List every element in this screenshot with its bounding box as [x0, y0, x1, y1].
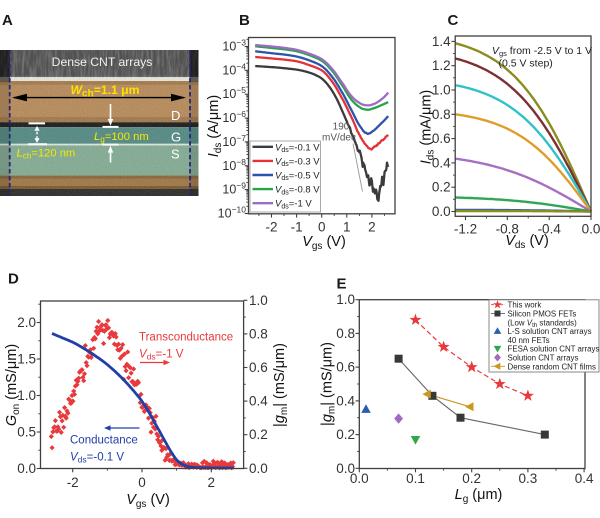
svg-text:0.0: 0.0 — [432, 204, 451, 219]
svg-text:Lg=100 nm: Lg=100 nm — [94, 131, 149, 144]
svg-text:0.8: 0.8 — [249, 326, 268, 341]
svg-text:0.0: 0.0 — [350, 471, 369, 486]
svg-text:Silicon PMOS FETs: Silicon PMOS FETs — [508, 310, 577, 319]
svg-text:Lch=120 nm: Lch=120 nm — [17, 147, 76, 160]
svg-text:FESA solution CNT arrays: FESA solution CNT arrays — [508, 345, 600, 354]
svg-text:Ids (A/μm): Ids (A/μm) — [206, 95, 224, 157]
svg-text:Vds=-0.5 V: Vds=-0.5 V — [275, 171, 320, 183]
svg-text:2: 2 — [368, 220, 376, 235]
svg-text:10−3: 10−3 — [222, 38, 246, 54]
svg-text:-0.4: -0.4 — [538, 222, 562, 237]
svg-text:1.0: 1.0 — [249, 293, 268, 308]
svg-text:B: B — [239, 12, 250, 29]
svg-text:Vds=-0.8 V: Vds=-0.8 V — [275, 185, 320, 197]
svg-text:1.0: 1.0 — [432, 83, 451, 98]
svg-text:S: S — [171, 147, 180, 162]
svg-text:D: D — [171, 108, 180, 123]
svg-text:40 nm FETs: 40 nm FETs — [508, 336, 550, 345]
svg-text:A: A — [2, 12, 13, 29]
svg-text:0.6: 0.6 — [249, 360, 268, 375]
svg-text:Lg (μm): Lg (μm) — [455, 487, 503, 505]
svg-text:0.0: 0.0 — [249, 461, 268, 476]
svg-text:0.0: 0.0 — [582, 222, 600, 237]
svg-text:Transconductance: Transconductance — [139, 332, 233, 344]
svg-text:0.2: 0.2 — [336, 427, 355, 442]
svg-text:10−5: 10−5 — [222, 85, 246, 101]
svg-text:C: C — [448, 12, 459, 29]
svg-text:0.6: 0.6 — [336, 360, 355, 375]
svg-text:0.4: 0.4 — [249, 394, 268, 409]
svg-text:-1.2: -1.2 — [454, 222, 477, 237]
svg-text:Dense CNT arrays: Dense CNT arrays — [52, 55, 153, 69]
svg-text:2: 2 — [208, 475, 216, 490]
svg-text:Wch=1.1 μm: Wch=1.1 μm — [71, 83, 140, 100]
svg-text:10−9: 10−9 — [222, 181, 246, 197]
svg-text:0.0: 0.0 — [336, 461, 355, 476]
svg-text:Vgs (V): Vgs (V) — [302, 234, 346, 252]
svg-text:This work: This work — [508, 301, 542, 310]
svg-text:0.3: 0.3 — [519, 471, 538, 486]
svg-text:0.2: 0.2 — [432, 180, 451, 195]
svg-text:-1: -1 — [291, 220, 303, 235]
svg-text:0.1: 0.1 — [406, 471, 425, 486]
svg-text:E: E — [337, 276, 347, 293]
svg-text:0.4: 0.4 — [575, 471, 594, 486]
svg-text:G: G — [171, 129, 181, 144]
svg-text:-2: -2 — [265, 220, 277, 235]
svg-text:10−4: 10−4 — [222, 61, 246, 77]
svg-text:0.4: 0.4 — [432, 155, 451, 170]
svg-text:Vgs from -2.5 V to 1 V: Vgs from -2.5 V to 1 V — [492, 45, 592, 58]
svg-text:|gm| (mS/μm): |gm| (mS/μm) — [320, 342, 338, 426]
svg-text:Dense random CNT films: Dense random CNT films — [508, 362, 596, 371]
svg-text:Vgs (V): Vgs (V) — [126, 492, 170, 510]
svg-text:0.5: 0.5 — [17, 425, 36, 440]
svg-text:0: 0 — [138, 475, 146, 490]
svg-text:(Low Vth standards): (Low Vth standards) — [508, 318, 578, 329]
svg-text:L-S solution CNT arrays: L-S solution CNT arrays — [508, 327, 592, 336]
svg-text:190: 190 — [333, 122, 350, 133]
svg-text:(0.5 V step): (0.5 V step) — [499, 58, 553, 70]
svg-text:0.2: 0.2 — [249, 427, 268, 442]
svg-text:1.5: 1.5 — [17, 352, 36, 367]
svg-text:2.0: 2.0 — [17, 315, 36, 330]
svg-text:0.6: 0.6 — [432, 131, 451, 146]
svg-text:Ids (mA/μm): Ids (mA/μm) — [419, 90, 437, 165]
svg-text:Conductance: Conductance — [70, 435, 138, 447]
svg-text:|gm| (mS/μm): |gm| (mS/μm) — [272, 343, 290, 427]
svg-text:0: 0 — [318, 220, 326, 235]
svg-text:Vds (V): Vds (V) — [505, 233, 549, 251]
svg-text:10−7: 10−7 — [222, 133, 246, 149]
svg-text:-2: -2 — [67, 475, 79, 490]
svg-text:Vds=-1 V: Vds=-1 V — [139, 349, 184, 362]
svg-text:1.2: 1.2 — [432, 58, 451, 73]
svg-text:0.8: 0.8 — [432, 107, 451, 122]
svg-text:mV/dec: mV/dec — [322, 133, 356, 144]
svg-text:0.0: 0.0 — [17, 461, 36, 476]
svg-text:10−8: 10−8 — [222, 157, 246, 173]
svg-text:1: 1 — [343, 220, 351, 235]
svg-text:1.4: 1.4 — [432, 34, 451, 49]
svg-text:1.0: 1.0 — [17, 388, 36, 403]
svg-text:Vds=-0.3 V: Vds=-0.3 V — [275, 156, 320, 168]
svg-text:0.4: 0.4 — [336, 393, 355, 408]
svg-text:Vds=-1 V: Vds=-1 V — [275, 199, 312, 211]
svg-text:10−6: 10−6 — [222, 109, 246, 125]
svg-text:0.8: 0.8 — [336, 326, 355, 341]
svg-text:0.2: 0.2 — [462, 471, 481, 486]
svg-text:Solution CNT arrays: Solution CNT arrays — [508, 354, 579, 363]
svg-text:D: D — [8, 271, 19, 288]
svg-text:Vds=-0.1 V: Vds=-0.1 V — [70, 452, 124, 465]
svg-text:Vds=-0.1 V: Vds=-0.1 V — [275, 142, 320, 154]
svg-text:Gon (mS/μm): Gon (mS/μm) — [4, 344, 22, 426]
svg-text:-0.8: -0.8 — [496, 222, 519, 237]
svg-text:10−10: 10−10 — [218, 205, 247, 221]
svg-text:1.0: 1.0 — [336, 292, 355, 307]
